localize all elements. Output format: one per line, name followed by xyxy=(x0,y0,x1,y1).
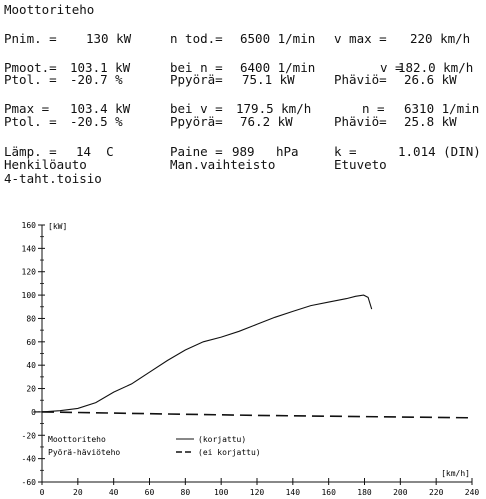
phavio1-value: 26.6 kW xyxy=(404,72,457,87)
y-axis-label: [kW] xyxy=(48,222,67,231)
x-tick-label: 160 xyxy=(321,488,336,497)
n-label: n = xyxy=(362,101,385,116)
power-chart: -60 -40 -20 0 20 40 60 80 100 120 140 160 0 20 40 60 80 1… xyxy=(22,221,480,497)
k-value: 1.014 (DIN) xyxy=(398,144,481,159)
y-tick-label: 0 xyxy=(31,408,36,417)
bein-value: 6400 1/min xyxy=(240,60,316,75)
bein-label: bei n = xyxy=(170,60,223,75)
page-title: Moottoriteho xyxy=(4,2,95,17)
y-tick-label: 120 xyxy=(22,268,37,277)
x-tick-label: 40 xyxy=(109,488,119,497)
x-tick-label: 180 xyxy=(357,488,372,497)
legend-note-0: (korjattu) xyxy=(198,435,246,444)
lamp-label: Lämp. = xyxy=(4,144,57,159)
beiv-label: bei v = xyxy=(170,101,223,116)
ntod-value: 6500 1/min xyxy=(240,31,316,46)
legend-label-1: Pyörä-häviöteho xyxy=(48,448,120,457)
pmoot-label: Pmoot.= xyxy=(4,60,57,75)
y-tick-label: 80 xyxy=(26,314,36,323)
gearbox-type: Man.vaihteisto xyxy=(170,157,276,172)
x-tick-label: 60 xyxy=(145,488,155,497)
legend-note-1: (ei korjattu) xyxy=(198,448,261,457)
x-tick-label: 140 xyxy=(286,488,301,497)
series-line-1 xyxy=(41,411,473,419)
phavio2-label: Phäviö= xyxy=(334,114,387,129)
ppyora1-label: Ppyörä= xyxy=(170,72,223,87)
pnim-label: Pnim. = xyxy=(4,31,57,46)
header: Moottoriteho Pnim. = 130 kW n tod.= 6500… xyxy=(0,0,486,200)
ppyora1-value: 75.1 kW xyxy=(242,72,295,87)
x-tick-label: 100 xyxy=(214,488,229,497)
x-axis-label: [km/h] xyxy=(441,469,470,478)
y-tick-label: 20 xyxy=(26,385,36,394)
vmax-label: v max = xyxy=(334,31,387,46)
y-tick-label: -20 xyxy=(22,431,37,440)
x-tick-label: 220 xyxy=(429,488,444,497)
pnim-value: 130 kW xyxy=(86,31,132,46)
x-tick-label: 240 xyxy=(465,488,480,497)
paine-label: Paine = xyxy=(170,144,223,159)
series-line-0 xyxy=(41,294,373,413)
beiv-value: 179.5 km/h xyxy=(236,101,312,116)
v-label: v = xyxy=(380,60,403,75)
ptol1-value: -20.7 % xyxy=(70,72,123,87)
drive-type: Etuveto xyxy=(334,157,387,172)
ptol2-value: -20.5 % xyxy=(70,114,123,129)
y-tick-label: 60 xyxy=(26,338,36,347)
paine-unit: hPa xyxy=(276,144,299,159)
pmoot-value: 103.1 kW xyxy=(70,60,131,75)
x-tick-label: 20 xyxy=(73,488,83,497)
vehicle-type: Henkilöauto xyxy=(4,157,87,172)
ptol1-label: Ptol. = xyxy=(4,72,57,87)
x-tick-label: 120 xyxy=(250,488,265,497)
phavio2-value: 25.8 kW xyxy=(404,114,457,129)
ppyora2-label: Ppyörä= xyxy=(170,114,223,129)
y-tick-label: 40 xyxy=(26,361,36,370)
engine-type: 4-taht.toisio xyxy=(4,171,102,186)
x-tick-label: 80 xyxy=(181,488,191,497)
y-tick-label: 160 xyxy=(22,221,37,230)
pmax-value: 103.4 kW xyxy=(70,101,131,116)
n-value: 6310 1/min xyxy=(404,101,480,116)
lamp-value: 14 C xyxy=(76,144,114,159)
paine-value: 989 xyxy=(232,144,255,159)
y-tick-label: -60 xyxy=(22,478,37,487)
phavio1-label: Phäviö= xyxy=(334,72,387,87)
pmax-label: Pmax = xyxy=(4,101,50,116)
ntod-label: n tod.= xyxy=(170,31,223,46)
ppyora2-value: 76.2 kW xyxy=(240,114,293,129)
k-label: k = xyxy=(334,144,357,159)
v-value: 182.0 km/h xyxy=(398,60,474,75)
legend-label-0: Moottoriteho xyxy=(48,435,106,444)
y-tick-label: 100 xyxy=(22,291,37,300)
y-tick-label: -40 xyxy=(22,455,37,464)
ptol2-label: Ptol. = xyxy=(4,114,57,129)
vmax-value: 220 km/h xyxy=(410,31,471,46)
x-tick-label: 0 xyxy=(40,488,45,497)
y-tick-label: 140 xyxy=(22,244,37,253)
x-tick-label: 200 xyxy=(393,488,408,497)
